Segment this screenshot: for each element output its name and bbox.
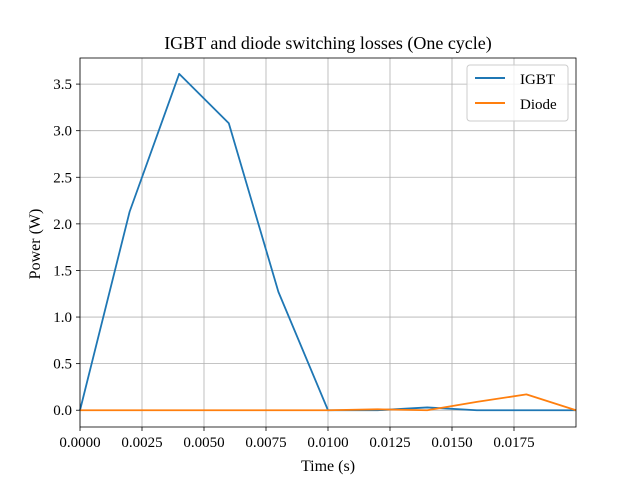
legend-label-igbt: IGBT xyxy=(520,72,555,88)
y-tick-label: 1.5 xyxy=(53,263,72,279)
y-axis-label: Power (W) xyxy=(27,209,44,280)
y-tick-label: 1.0 xyxy=(53,310,72,326)
x-axis-label: Time (s) xyxy=(301,458,355,475)
y-tick-label: 3.0 xyxy=(53,124,72,140)
y-tick-label: 2.0 xyxy=(53,217,72,233)
x-tick-label: 0.0150 xyxy=(431,435,472,451)
y-tick-label: 2.5 xyxy=(53,170,72,186)
x-tick-label: 0.0025 xyxy=(121,435,162,451)
axis-ticks: 0.0000 0.0025 0.0050 0.0075 0.0100 0.0125 0.01… xyxy=(53,77,534,451)
x-tick-label: 0.0050 xyxy=(183,435,224,451)
legend-label-diode: Diode xyxy=(520,97,557,113)
series-layer xyxy=(79,72,577,412)
y-tick-label: 0.0 xyxy=(53,403,72,419)
y-tick-label: 3.5 xyxy=(53,77,72,93)
chart-title: IGBT and diode switching losses (One cyc… xyxy=(164,33,492,54)
x-tick-label: 0.0175 xyxy=(493,435,534,451)
legend: IGBT Diode xyxy=(466,64,569,122)
x-tick-label: 0.0100 xyxy=(307,435,348,451)
y-tick-label: 0.5 xyxy=(53,357,72,373)
x-tick-label: 0.0075 xyxy=(245,435,286,451)
x-tick-label: 0.0000 xyxy=(59,435,100,451)
x-tick-label: 0.0125 xyxy=(369,435,410,451)
series-line-diode xyxy=(80,393,577,412)
